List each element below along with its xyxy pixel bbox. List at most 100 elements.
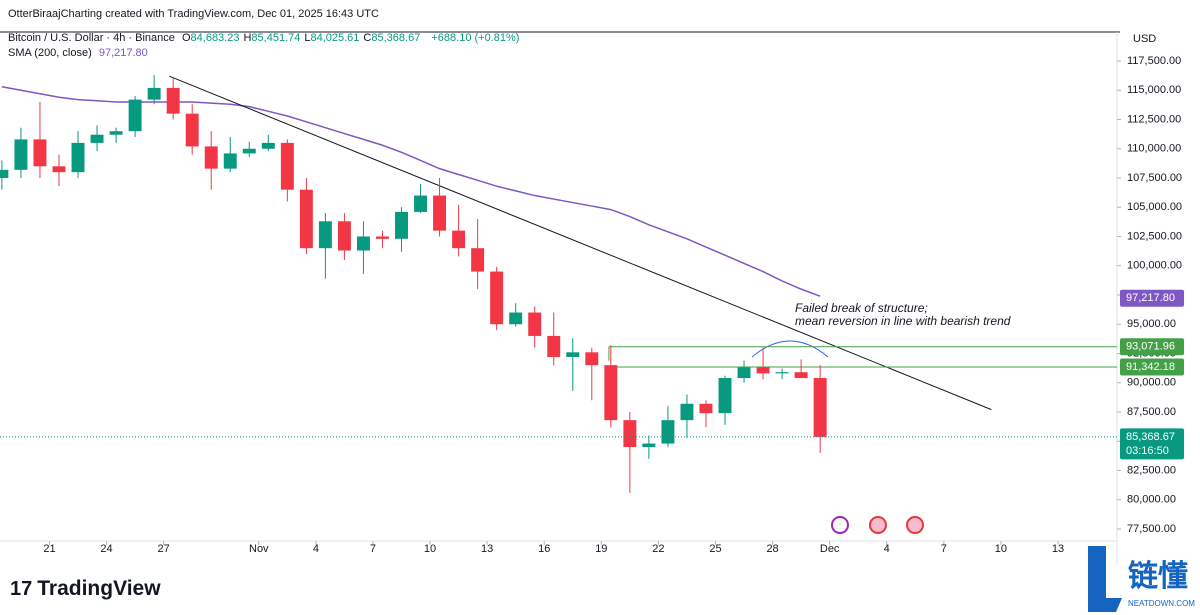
candle-body [223,153,237,169]
candle-body [90,134,104,143]
y-tick-label: 95,000.00 [1127,318,1176,330]
ohlc-value: 85,368.67 [371,32,421,44]
candle-body [299,189,313,249]
price-badge [1120,358,1184,376]
x-tick-label: 22 [652,543,664,555]
y-tick-label: 107,500.00 [1127,172,1182,184]
candle-body [471,248,485,272]
candle-body [166,87,180,114]
x-tick-label: 27 [158,543,170,555]
x-tick-label: 4 [884,543,890,555]
candle-body [452,230,466,249]
change: +688.10 (+0.81%) [431,32,520,44]
ohlc-value: 84,683.23 [190,32,240,44]
symbol-title: Bitcoin / U.S. Dollar · 4h · Binance [8,32,175,44]
candle-body [337,221,351,251]
y-tick-label: 87,500.00 [1127,406,1176,418]
candle-body [528,312,542,336]
candle-body [509,312,523,325]
candle-body [566,352,580,357]
x-tick-label: 16 [538,543,550,555]
x-tick-label: 10 [424,543,436,555]
price-badge-label: 97,217.80 [1126,292,1175,304]
candle-body [109,131,123,135]
y-tick-label: 117,500.00 [1127,55,1181,67]
y-tick-label: 115,000.00 [1127,84,1181,96]
candle-body [128,99,142,132]
y-tick-label: 100,000.00 [1127,260,1182,272]
legend-row: Bitcoin / U.S. Dollar · 4h · Binance O84… [8,32,523,44]
price-badge [1120,428,1184,460]
candle-body [718,378,732,414]
y-tick-label: 105,000.00 [1127,201,1182,213]
candles [0,75,827,493]
ohlc-key: H [243,32,252,44]
x-tick-label: 25 [709,543,721,555]
candle-body [52,166,66,173]
candle-body [433,195,447,231]
footer-logo: 17 TradingView [10,577,161,601]
candle-body [756,367,770,374]
x-tick-label: 24 [100,543,112,555]
candle-body [680,403,694,421]
x-tick-label: 21 [43,543,55,555]
x-tick-label: 13 [481,543,493,555]
x-tick-label: 7 [941,543,947,555]
candle-body [547,335,561,357]
candle-body [147,87,161,100]
ohlc-value: 85,451.74 [251,32,301,44]
event-icons [831,516,924,534]
candle-body [33,139,47,167]
candle-body [661,420,675,444]
x-tick-label: 13 [1052,543,1064,555]
event-icon [831,516,849,534]
candle-body [604,365,618,421]
candle-body [318,221,332,249]
candle-body [204,146,218,169]
candle-body [242,148,256,154]
price-badge-label: 03:16:50 [1126,445,1169,457]
x-tick-label: Dec [820,543,840,555]
watermark-sub: NEATDOWN.COM [1128,599,1195,608]
candle-body [642,443,656,448]
candle-body [185,113,199,147]
x-tick-label: Nov [249,543,269,555]
price-badge [1120,289,1184,307]
price-badge-label: 93,071.96 [1126,341,1175,353]
watermark: 链懂 NEATDOWN.COM [1088,546,1195,612]
annotation: mean reversion in line with bearish tren… [795,314,1011,328]
y-tick-label: 82,500.00 [1127,464,1176,476]
candle-body [794,372,808,379]
arc-annotation [751,340,829,358]
watermark-mark [1088,546,1122,612]
watermark-text: 链懂 [1128,559,1188,593]
event-icon [906,516,924,534]
logo-icon: 17 [10,578,33,600]
candle-body [280,142,294,190]
candle-body [261,142,275,149]
attribution: OtterBiraajCharting created with Trading… [8,8,379,20]
y-tick-label: 77,500.00 [1127,523,1176,535]
candle-body [585,352,599,366]
candle-body [623,420,637,448]
candle-body [376,236,389,239]
candle-body [356,236,370,251]
candle-body [737,367,751,379]
x-tick-label: 4 [313,543,319,555]
y-tick-label: 110,000.00 [1127,143,1181,155]
x-tick-label: 19 [595,543,607,555]
sma-name: SMA (200, close) [8,47,92,59]
candle-body [0,169,9,178]
x-tick-label: 7 [370,543,376,555]
candle-body [71,142,85,173]
candle-body [775,372,789,374]
candle-body [813,378,827,437]
ohlc-key: L [304,32,311,44]
chart: USD 77,500.0080,000.0082,500.0085,000.00… [0,31,1184,565]
indicator-row: SMA (200, close) 97,217.80 [8,47,152,59]
candle-body [699,403,713,414]
price-badge-label: 85,368.67 [1126,431,1175,443]
y-tick-label: 80,000.00 [1127,494,1176,506]
x-tick-label: 28 [766,543,778,555]
